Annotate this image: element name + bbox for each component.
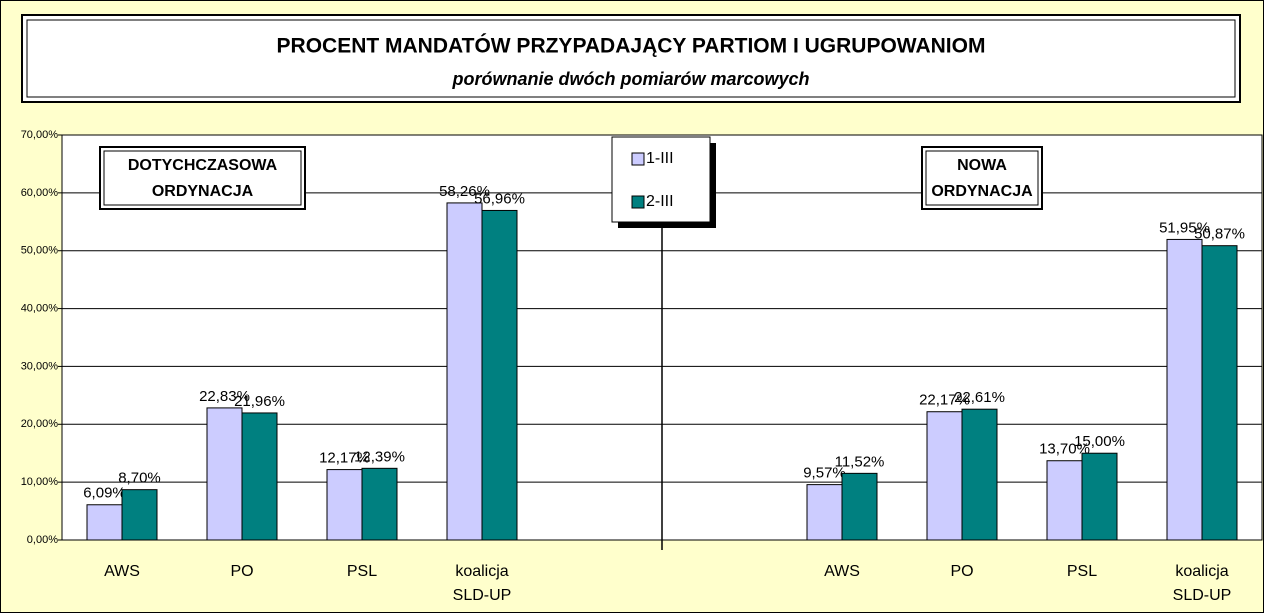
- data-label: 56,96%: [474, 190, 525, 207]
- legend-swatch: [631, 152, 645, 166]
- annotation-box-inner: [925, 150, 1039, 206]
- y-tick-label: 60,00%: [21, 187, 59, 199]
- data-label: 51,95%: [1159, 219, 1210, 236]
- legend-label: 2-III: [646, 193, 674, 210]
- chart-subtitle: porównanie dwóch pomiarów marcowych: [451, 69, 809, 89]
- annotation: DOTYCHCZASOWA ORDYNACJA: [128, 157, 278, 200]
- x-tick-label: PSL: [347, 563, 377, 580]
- bar: [1081, 452, 1118, 541]
- bar: [961, 408, 998, 541]
- data-label: 22,61%: [954, 389, 1005, 406]
- bar: [121, 489, 158, 541]
- bar: [361, 467, 398, 541]
- x-tick-label: PO: [950, 563, 973, 580]
- data-label: 22,17%: [919, 392, 970, 409]
- bar: [926, 411, 963, 541]
- annotation-box: [99, 146, 306, 210]
- bar: [206, 407, 243, 541]
- bar: [326, 469, 363, 541]
- bar: [1166, 238, 1203, 541]
- x-tick-label: AWS: [824, 563, 860, 580]
- y-tick-label: 30,00%: [21, 360, 59, 372]
- bar: [806, 484, 843, 541]
- chart-title: PROCENT MANDATÓW PRZYPADAJĄCY PARTIOM I …: [277, 34, 986, 58]
- y-tick-label: 40,00%: [21, 302, 59, 314]
- annotation-box-inner: [103, 150, 302, 206]
- bar: [481, 209, 518, 541]
- legend-box: [611, 136, 711, 223]
- annotation-box: [921, 146, 1043, 210]
- data-label: 22,83%: [199, 388, 250, 405]
- bar: [241, 412, 278, 541]
- data-label: 9,57%: [803, 465, 846, 482]
- legend-label: 1-III: [646, 150, 674, 167]
- y-tick-label: 70,00%: [21, 129, 59, 141]
- data-label: 58,26%: [439, 183, 490, 200]
- y-tick-label: 20,00%: [21, 418, 59, 430]
- x-tick-label: koalicja SLD-UP: [1173, 563, 1232, 604]
- x-tick-label: PO: [230, 563, 253, 580]
- x-tick-label: AWS: [104, 563, 140, 580]
- bar: [446, 202, 483, 541]
- data-label: 13,70%: [1039, 441, 1090, 458]
- bar: [841, 472, 878, 541]
- x-tick-label: koalicja SLD-UP: [453, 563, 512, 604]
- data-label: 11,52%: [835, 453, 885, 470]
- bar: [86, 504, 123, 541]
- x-tick-label: PSL: [1067, 563, 1097, 580]
- data-label: 15,00%: [1074, 433, 1125, 450]
- legend-swatch: [631, 195, 645, 209]
- data-label: 21,96%: [234, 393, 285, 410]
- data-label: 12,39%: [354, 448, 405, 465]
- data-label: 12,17%: [319, 450, 370, 467]
- title-box-inner: [26, 19, 1236, 98]
- bar: [1201, 245, 1238, 541]
- y-tick-label: 0,00%: [27, 534, 58, 546]
- bar: [1046, 460, 1083, 541]
- data-label: 50,87%: [1194, 226, 1245, 243]
- title-box: [21, 14, 1241, 103]
- data-label: 6,09%: [83, 485, 126, 502]
- data-label: 8,70%: [118, 470, 161, 487]
- annotation: NOWA ORDYNACJA: [931, 157, 1033, 200]
- y-tick-label: 50,00%: [21, 245, 59, 257]
- y-tick-label: 10,00%: [21, 476, 59, 488]
